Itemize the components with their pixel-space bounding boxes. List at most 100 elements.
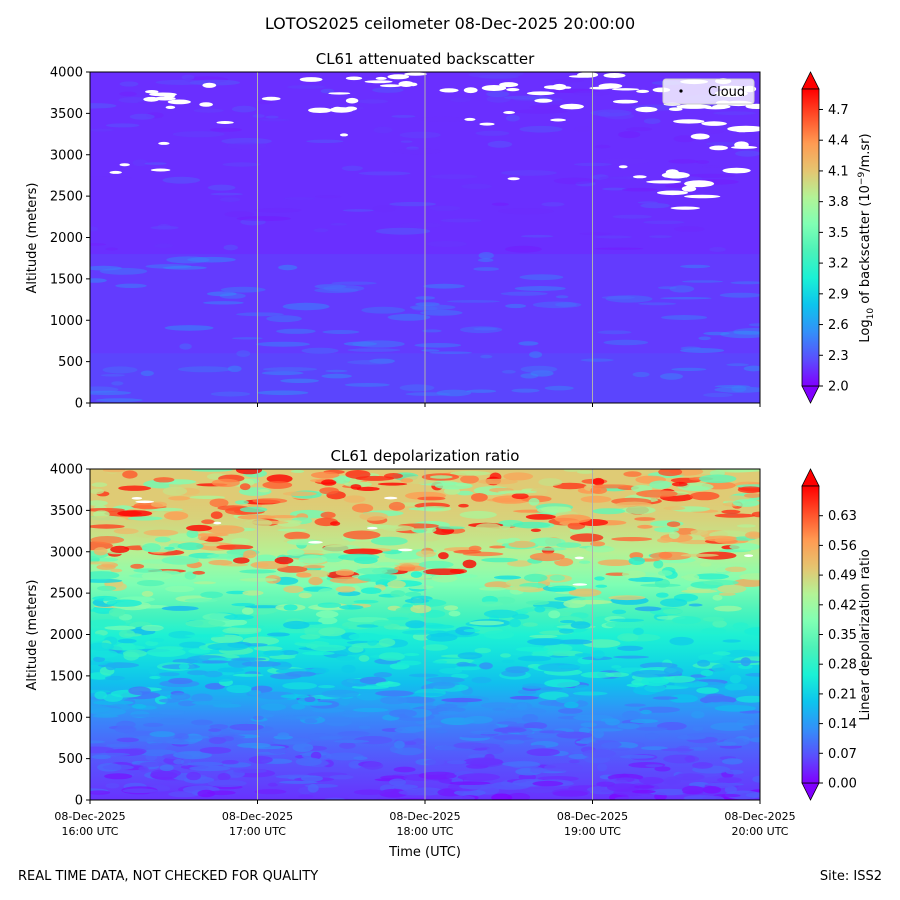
backscatter-streak: [262, 367, 318, 372]
depolarization-x-axis: 08-Dec-2025 16:00 UTC 08-Dec-2025 17:00 UTC…: [54, 800, 796, 838]
backscatter-streak: [643, 118, 661, 124]
depolarization-streak: [91, 754, 112, 760]
backscatter-missing-data: [387, 74, 410, 80]
depolarization-streak: [491, 793, 513, 800]
depolarization-streak: [530, 487, 548, 495]
depolarization-streak: [529, 537, 566, 547]
backscatter-streak: [466, 389, 497, 393]
backscatter-streak: [261, 371, 304, 376]
colorbar-tick-label: 3.5: [828, 226, 849, 241]
depolarization-streak: [258, 489, 270, 493]
depolarization-streak: [481, 557, 518, 563]
depolarization-streak: [672, 702, 713, 707]
depolarization-streak: [493, 575, 522, 580]
depolarization-streak: [405, 726, 427, 732]
depolarization-streak: [269, 749, 287, 753]
backscatter-streak: [231, 105, 257, 113]
depolarization-streak: [712, 594, 723, 601]
depolarization-streak: [455, 483, 472, 487]
depolarization-streak: [164, 546, 175, 550]
depolarization-streak: [724, 683, 748, 691]
depolarization-streak: [379, 788, 408, 798]
depolarization-streak: [549, 574, 565, 582]
depolarization-streak: [439, 667, 463, 674]
backscatter-missing-data: [344, 106, 358, 111]
depolarization-streak: [158, 709, 185, 715]
depolarization-streak: [503, 586, 539, 591]
colorbar-extend-max: [801, 468, 820, 487]
depolarization-streak: [244, 643, 268, 647]
backscatter-streak: [505, 303, 527, 309]
depolarization-streak: [295, 757, 322, 766]
depolarization-streak: [254, 789, 287, 795]
depolarization-streak: [704, 693, 727, 703]
depolarization-streak: [398, 789, 434, 796]
depolarization-streak: [252, 715, 264, 721]
depolarization-streak: [479, 662, 493, 670]
depolarization-streak: [315, 610, 339, 619]
depolarization-streak: [255, 554, 277, 562]
depolarization-streak: [656, 592, 669, 598]
depolarization-streak: [280, 715, 320, 720]
backscatter-streak: [342, 209, 374, 212]
depolarization-streak: [90, 571, 120, 580]
backscatter-streak: [520, 234, 554, 238]
depolarization-streak: [418, 771, 457, 780]
depolarization-streak: [576, 470, 594, 474]
depolarization-streak: [90, 524, 125, 529]
backscatter-missing-data: [727, 125, 760, 133]
depolarization-streak: [201, 660, 230, 664]
backscatter-missing-data: [612, 99, 639, 104]
depolarization-streak: [212, 795, 231, 800]
depolarization-streak: [507, 792, 531, 800]
depolarization-streak: [663, 506, 686, 511]
depolarization-streak: [611, 665, 622, 669]
depolarization-streak: [90, 561, 115, 565]
depolarization-streak: [587, 728, 624, 732]
depolarization-streak: [663, 776, 681, 786]
depolarization-streak: [90, 515, 127, 524]
depolarization-streak: [629, 719, 659, 724]
depolarization-streak: [584, 755, 611, 764]
depolarization-streak: [426, 676, 465, 684]
depolarization-streak: [117, 638, 137, 644]
depolarization-streak: [358, 655, 370, 662]
backscatter-streak: [680, 264, 711, 269]
depolarization-streak: [559, 620, 576, 624]
depolarization-streak: [608, 595, 646, 601]
depolarization-streak: [94, 691, 107, 700]
depolarization-streak: [672, 616, 702, 625]
backscatter-missing-data: [712, 104, 731, 109]
backscatter-streak: [580, 358, 614, 362]
depolarization-streak: [478, 586, 506, 591]
depolarization-streak: [503, 739, 525, 745]
depolarization-streak: [634, 606, 662, 612]
depolarization-streak: [597, 559, 634, 566]
backscatter-streak: [529, 351, 543, 358]
depolarization-streak: [90, 740, 106, 744]
depolarization-streak: [105, 662, 117, 671]
depolarization-streak: [662, 608, 683, 615]
backscatter-streak: [512, 109, 568, 114]
depolarization-streak: [207, 779, 247, 788]
backscatter-streak: [231, 337, 263, 340]
depolarization-streak: [570, 533, 604, 542]
backscatter-streak: [473, 267, 500, 271]
backscatter-streak: [276, 328, 316, 334]
backscatter-streak: [206, 291, 237, 297]
y-tick-label: 3000: [50, 148, 83, 163]
depolarization-streak: [517, 655, 552, 662]
depolarization-streak: [302, 651, 335, 656]
depolarization-streak: [525, 600, 550, 605]
depolarization-streak: [356, 486, 380, 491]
depolarization-streak: [408, 507, 444, 511]
depolarization-streak: [526, 734, 556, 739]
depolarization-streak: [684, 755, 696, 763]
colorbar-tick-label: 2.3: [828, 349, 849, 364]
backscatter-missing-data: [375, 76, 387, 80]
depolarization-streak: [526, 748, 560, 756]
backscatter-y-axis: 0 500 1000 1500 2000 2500 3000 3500 4000: [50, 66, 90, 412]
depolarization-streak: [104, 625, 136, 631]
depolarization-streak: [106, 645, 146, 651]
depolarization-streak: [318, 627, 346, 637]
